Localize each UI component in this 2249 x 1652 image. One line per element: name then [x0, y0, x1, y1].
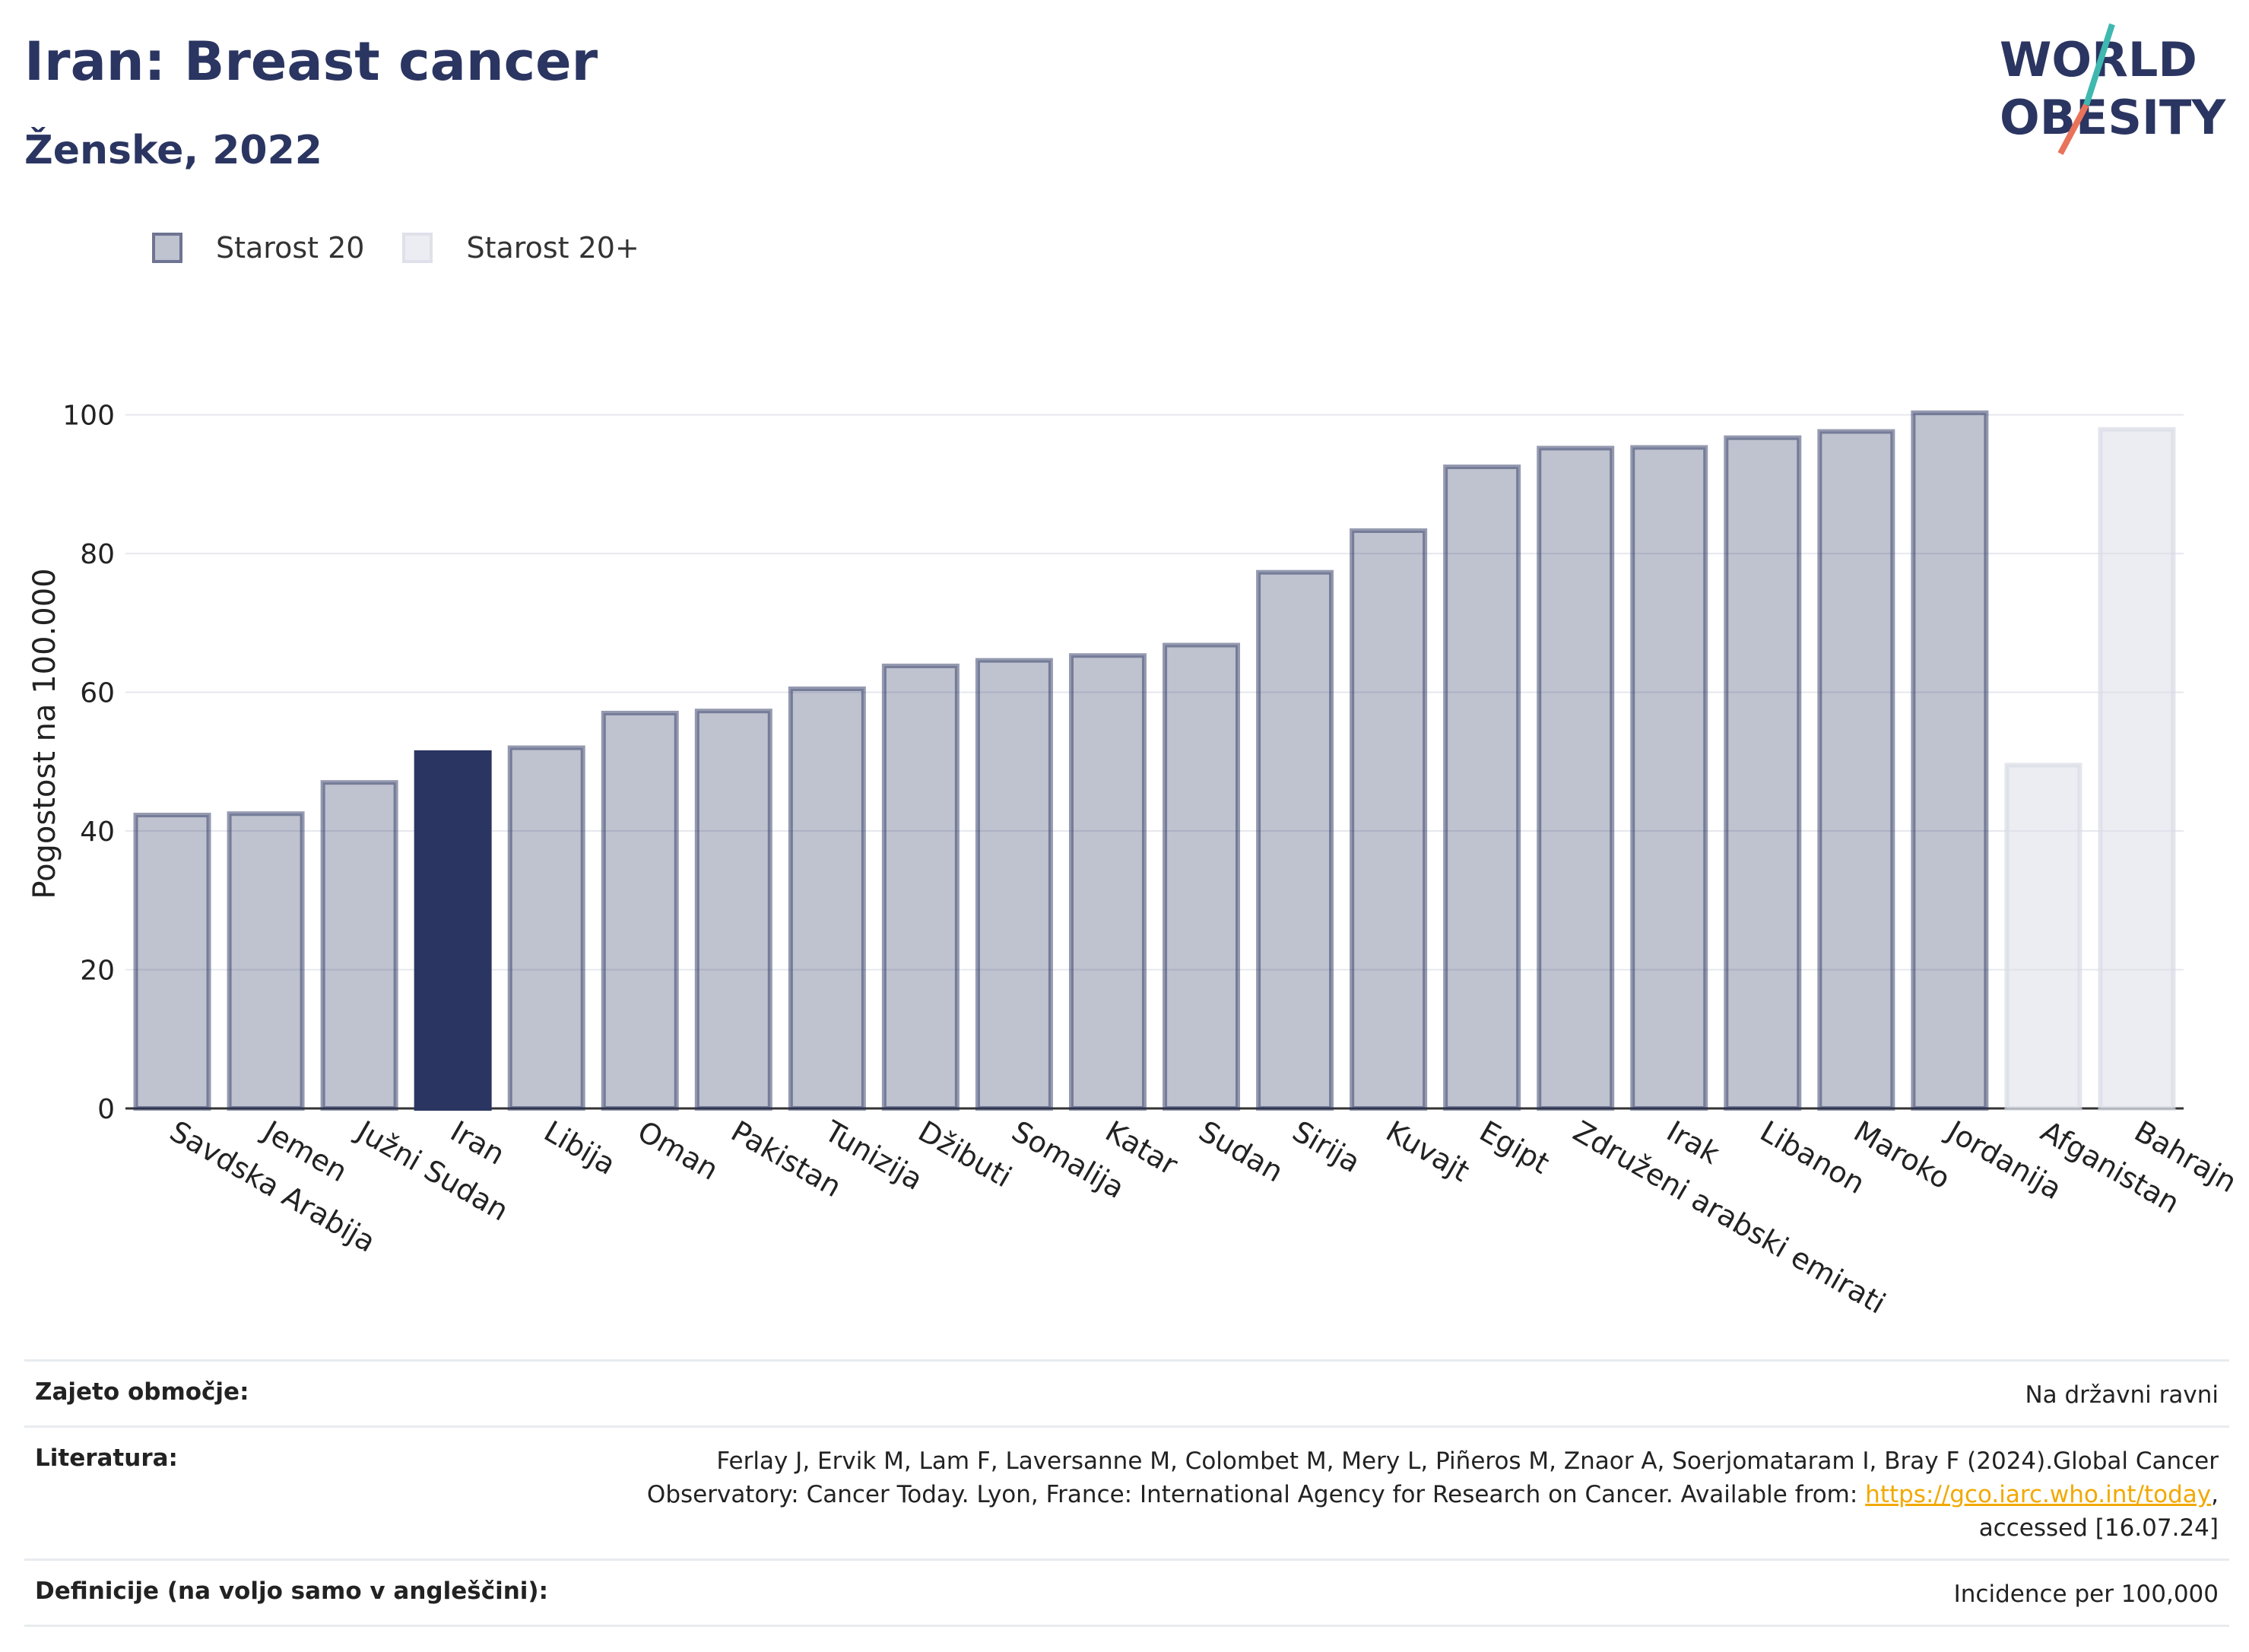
bar-tunizija[interactable] — [788, 686, 866, 1111]
bars — [133, 410, 2176, 1111]
info-label: Definicije (na voljo samo v angleščini): — [35, 1577, 548, 1605]
info-value: Na državni ravni — [2025, 1381, 2219, 1409]
y-tick-label: 60 — [80, 678, 115, 709]
chart-title: Iran: Breast cancer — [24, 30, 598, 93]
legend-item-age-20-plus[interactable]: Starost 20+ — [402, 231, 639, 265]
logo-slash-teal-icon — [2083, 23, 2115, 106]
reference-link-suffix: , — [2211, 1481, 2219, 1508]
legend-swatch-icon — [402, 233, 433, 263]
legend-label: Starost 20+ — [466, 231, 639, 265]
bar-egipt[interactable] — [1443, 465, 1521, 1111]
bar-kuvajt[interactable] — [1350, 528, 1428, 1111]
y-tick-label: 20 — [80, 956, 115, 987]
bar-savdska-arabija[interactable] — [133, 813, 211, 1111]
chart-legend: Starost 20 Starost 20+ — [152, 225, 677, 271]
x-tick-label: Džibuti — [912, 1115, 1017, 1194]
info-row-literature: Literatura: Ferlay J, Ervik M, Lam F, La… — [24, 1425, 2229, 1558]
bar-južni-sudan[interactable] — [320, 780, 398, 1111]
bar-libija[interactable] — [507, 745, 585, 1111]
x-tick-label: Libija — [538, 1115, 621, 1181]
bar-iran[interactable] — [414, 750, 492, 1111]
x-tick-label: Libanon — [1755, 1115, 1870, 1200]
y-tick-label: 40 — [80, 816, 115, 848]
bar-oman[interactable] — [601, 710, 679, 1111]
info-row-coverage: Zajeto območje: Na državni ravni — [24, 1359, 2229, 1425]
x-tick-label: Združeni arabski emirati — [1568, 1115, 1892, 1321]
bar-bahrajn[interactable] — [2098, 426, 2176, 1111]
bar-somalija[interactable] — [975, 658, 1053, 1111]
bar-sudan[interactable] — [1163, 642, 1241, 1111]
y-tick-label: 100 — [62, 401, 115, 432]
world-obesity-logo: WORLD OBESITY — [2000, 23, 2226, 155]
bar-maroko[interactable] — [1817, 429, 1895, 1111]
x-tick-label: Kuvajt — [1381, 1115, 1475, 1188]
y-tick-label: 0 — [97, 1094, 115, 1125]
y-axis-label: Pogostost na 100.000 — [27, 568, 62, 899]
bar-pakistan[interactable] — [694, 709, 772, 1111]
reference-link[interactable]: https://gco.iarc.who.int/today — [1865, 1481, 2212, 1508]
y-tick-label: 80 — [80, 539, 115, 570]
x-tick-label: Irak — [1661, 1115, 1725, 1171]
reference-line-2: Observatory: Cancer Today. Lyon, France:… — [646, 1481, 1866, 1508]
x-tick-label: Oman — [632, 1115, 724, 1187]
x-tick-label: Egipt — [1474, 1115, 1556, 1181]
bar-združeni-arabski-emirati[interactable] — [1537, 446, 1615, 1111]
info-label: Literatura: — [35, 1444, 178, 1472]
x-tick-label: Sirija — [1287, 1115, 1366, 1179]
info-value: Incidence per 100,000 — [1953, 1581, 2219, 1608]
bar-džibuti[interactable] — [881, 663, 960, 1111]
info-value: Ferlay J, Ervik M, Lam F, Laversanne M, … — [647, 1444, 2219, 1545]
bar-afganistan[interactable] — [2004, 763, 2082, 1111]
x-tick-label: Sudan — [1194, 1115, 1289, 1189]
reference-line-1: Ferlay J, Ervik M, Lam F, Laversanne M, … — [716, 1447, 2219, 1475]
info-row-definitions: Definicije (na voljo samo v angleščini):… — [24, 1558, 2229, 1627]
x-tick-label: Iran — [445, 1115, 510, 1172]
bar-katar[interactable] — [1068, 653, 1147, 1111]
legend-swatch-icon — [152, 233, 182, 263]
bar-libanon[interactable] — [1724, 435, 1802, 1111]
logo-line2: OBESITY — [2000, 90, 2226, 145]
bar-irak[interactable] — [1630, 445, 1708, 1111]
logo-slash-red-icon — [2057, 103, 2089, 155]
x-tick-label: Maroko — [1848, 1115, 1956, 1196]
chart-subtitle: Ženske, 2022 — [24, 128, 322, 173]
info-table: Zajeto območje: Na državni ravni Literat… — [24, 1359, 2229, 1627]
legend-label: Starost 20 — [216, 231, 365, 265]
legend-item-age-20[interactable]: Starost 20 — [152, 231, 364, 265]
bar-jemen[interactable] — [227, 811, 305, 1111]
y-tick-labels: 0 20 40 60 80 100 — [62, 401, 115, 1125]
bar-jordanija[interactable] — [1911, 410, 1989, 1111]
bar-sirija[interactable] — [1256, 569, 1334, 1111]
info-label: Zajeto območje: — [35, 1378, 249, 1406]
reference-line-3: accessed [16.07.24] — [1978, 1514, 2219, 1542]
